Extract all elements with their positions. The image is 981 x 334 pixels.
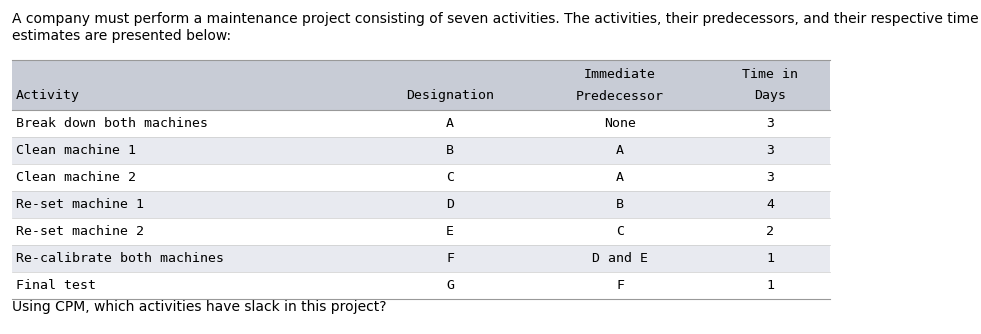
Text: F: F xyxy=(616,279,624,292)
Text: Designation: Designation xyxy=(406,90,494,103)
Text: G: G xyxy=(446,279,454,292)
Text: 4: 4 xyxy=(766,198,774,211)
Text: B: B xyxy=(446,144,454,157)
Text: Days: Days xyxy=(754,90,786,103)
Bar xyxy=(12,191,830,218)
Text: Re-set machine 1: Re-set machine 1 xyxy=(16,198,144,211)
Text: E: E xyxy=(446,225,454,238)
Text: Predecessor: Predecessor xyxy=(576,90,664,103)
Text: 2: 2 xyxy=(766,225,774,238)
Text: C: C xyxy=(616,225,624,238)
Text: Activity: Activity xyxy=(16,90,80,103)
Text: 3: 3 xyxy=(766,171,774,184)
Text: Immediate: Immediate xyxy=(584,67,656,80)
Bar xyxy=(12,218,830,245)
Text: D and E: D and E xyxy=(592,252,648,265)
Text: C: C xyxy=(446,171,454,184)
Text: Break down both machines: Break down both machines xyxy=(16,117,208,130)
Text: A: A xyxy=(616,171,624,184)
Text: B: B xyxy=(616,198,624,211)
Bar xyxy=(12,110,830,137)
Text: 3: 3 xyxy=(766,117,774,130)
Text: F: F xyxy=(446,252,454,265)
Text: 1: 1 xyxy=(766,252,774,265)
Text: A company must perform a maintenance project consisting of seven activities. The: A company must perform a maintenance pro… xyxy=(12,12,979,26)
Text: D: D xyxy=(446,198,454,211)
Bar xyxy=(12,60,830,110)
Bar xyxy=(12,137,830,164)
Text: Re-set machine 2: Re-set machine 2 xyxy=(16,225,144,238)
Bar xyxy=(12,164,830,191)
Text: A: A xyxy=(446,117,454,130)
Text: Time in: Time in xyxy=(742,67,798,80)
Text: None: None xyxy=(604,117,636,130)
Text: Clean machine 1: Clean machine 1 xyxy=(16,144,136,157)
Text: 3: 3 xyxy=(766,144,774,157)
Text: estimates are presented below:: estimates are presented below: xyxy=(12,29,232,43)
Bar xyxy=(12,272,830,299)
Text: Using CPM, which activities have slack in this project?: Using CPM, which activities have slack i… xyxy=(12,300,387,314)
Text: Final test: Final test xyxy=(16,279,96,292)
Text: Re-calibrate both machines: Re-calibrate both machines xyxy=(16,252,224,265)
Text: A: A xyxy=(616,144,624,157)
Text: 1: 1 xyxy=(766,279,774,292)
Text: Clean machine 2: Clean machine 2 xyxy=(16,171,136,184)
Bar xyxy=(12,245,830,272)
